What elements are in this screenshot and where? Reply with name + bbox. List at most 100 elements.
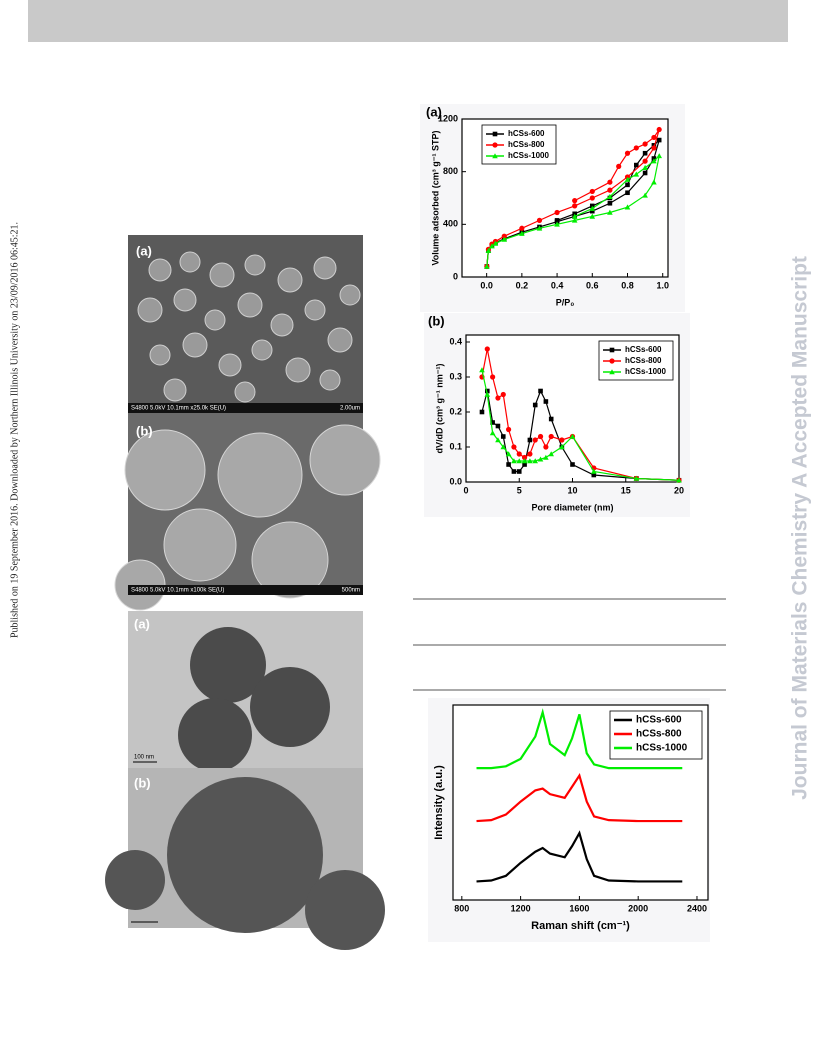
point	[642, 170, 648, 176]
point	[642, 150, 648, 156]
point	[624, 204, 631, 210]
point	[656, 153, 662, 159]
point	[651, 158, 657, 164]
watermark: Journal of Materials Chemistry A Accepte…	[789, 256, 812, 800]
point	[532, 402, 538, 408]
point	[642, 192, 648, 198]
y-tick-label: 0.1	[449, 441, 462, 451]
point	[651, 179, 657, 185]
x-tick-label: 0.8	[621, 280, 634, 290]
legend-marker	[492, 131, 498, 137]
point	[676, 477, 682, 483]
point	[532, 437, 538, 443]
point	[490, 374, 496, 380]
point	[624, 176, 631, 182]
point	[501, 236, 508, 242]
y-tick-label: 1200	[438, 113, 458, 123]
point	[651, 145, 657, 151]
point	[591, 472, 597, 478]
sem-caption-bar	[128, 403, 363, 413]
point	[484, 346, 490, 352]
point	[571, 213, 578, 219]
point	[570, 462, 575, 467]
legend-label: hCSs-800	[636, 729, 682, 740]
point	[511, 458, 517, 464]
point	[519, 225, 525, 231]
point	[536, 217, 543, 223]
point	[548, 451, 554, 457]
point	[506, 462, 511, 467]
point	[571, 217, 578, 223]
image-scale: 2.00um	[340, 406, 360, 412]
y-tick-label: 0.3	[449, 371, 462, 381]
point	[569, 433, 576, 439]
point	[537, 456, 544, 462]
series-line	[486, 154, 661, 267]
point	[554, 218, 560, 223]
point	[589, 195, 595, 201]
point	[485, 388, 490, 394]
legend-label: hCSs-600	[625, 345, 662, 354]
image-caption: S4800 5.0kV 10.1mm x25.0k SE(U)	[131, 406, 226, 412]
point	[559, 444, 565, 450]
point	[572, 198, 578, 204]
x-tick-label: 1600	[569, 903, 589, 913]
image-label: (a)	[134, 616, 150, 631]
series-line	[476, 830, 683, 883]
point	[651, 134, 657, 141]
tem-spheres	[105, 777, 385, 950]
legend-label: hCSs-800	[625, 356, 662, 365]
point	[521, 454, 528, 461]
x-tick-label: 2000	[628, 903, 648, 913]
point	[536, 225, 543, 231]
legend-marker	[609, 369, 615, 375]
image-caption: S4800 5.0kV 10.1mm x100k SE(U)	[131, 588, 224, 594]
y-axis-label: Volume adsorbed (cm³ g⁻¹ STP)	[430, 130, 440, 265]
image-label: (b)	[136, 423, 153, 438]
point	[616, 163, 622, 169]
published-note: Published on 19 September 2016. Download…	[9, 222, 20, 638]
point	[554, 209, 560, 216]
y-tick-label: 400	[443, 219, 458, 229]
point	[490, 420, 495, 425]
point	[625, 190, 630, 196]
legend-label: hCSs-1000	[636, 743, 688, 754]
point	[633, 171, 640, 177]
point	[642, 158, 648, 164]
point	[633, 145, 639, 151]
point	[607, 200, 613, 206]
sem-spheres	[137, 251, 361, 403]
point	[500, 444, 507, 450]
point	[548, 416, 554, 422]
image-scale: 500nm	[342, 588, 360, 594]
series-line	[476, 772, 683, 823]
x-tick-label: 10	[567, 485, 577, 495]
x-tick-label: 0.0	[480, 280, 493, 290]
legend-marker	[492, 142, 498, 148]
legend-marker	[492, 153, 498, 159]
legend-marker	[609, 358, 615, 364]
x-tick-label: 0	[463, 485, 468, 495]
point	[589, 208, 595, 214]
point	[532, 458, 539, 464]
point	[543, 444, 549, 450]
x-tick-label: 1200	[511, 903, 531, 913]
point	[511, 469, 517, 474]
point	[505, 451, 512, 457]
point	[489, 243, 495, 249]
point	[527, 458, 533, 464]
point	[607, 179, 613, 185]
point	[511, 444, 517, 450]
x-axis-label: P/P₀	[556, 297, 575, 307]
sem-caption-bar	[128, 585, 363, 595]
point	[485, 247, 492, 253]
point	[589, 205, 596, 211]
legend-label: hCSs-800	[508, 140, 545, 149]
x-tick-label: 800	[454, 903, 469, 913]
point	[642, 141, 648, 147]
point	[492, 240, 499, 246]
point	[543, 454, 549, 460]
y-tick-label: 0.4	[449, 336, 462, 346]
point	[521, 458, 528, 464]
point	[527, 437, 533, 443]
